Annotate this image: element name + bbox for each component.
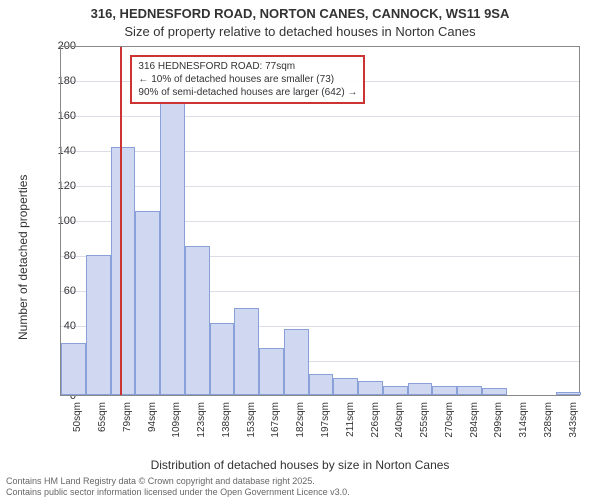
- histogram-bar: [358, 381, 383, 395]
- chart-title-address: 316, HEDNESFORD ROAD, NORTON CANES, CANN…: [0, 6, 600, 21]
- x-tick-label: 153sqm: [246, 402, 257, 462]
- histogram-bar: [309, 374, 334, 395]
- histogram-bar: [210, 323, 235, 395]
- histogram-bar: [111, 147, 136, 396]
- x-tick-label: 123sqm: [196, 402, 207, 462]
- callout-line-1: 316 HEDNESFORD ROAD: 77sqm: [138, 60, 357, 73]
- histogram-bar: [408, 383, 433, 395]
- property-marker-callout: 316 HEDNESFORD ROAD: 77sqm← 10% of detac…: [130, 55, 365, 104]
- x-tick-label: 79sqm: [122, 402, 133, 462]
- histogram-bar: [185, 246, 210, 395]
- x-tick-label: 255sqm: [419, 402, 430, 462]
- histogram-bar: [333, 378, 358, 396]
- callout-line-3: 90% of semi-detached houses are larger (…: [138, 86, 357, 99]
- histogram-bar: [135, 211, 160, 395]
- histogram-bar: [482, 388, 507, 395]
- x-tick-label: 182sqm: [295, 402, 306, 462]
- histogram-bar: [160, 101, 185, 395]
- x-tick-label: 328sqm: [543, 402, 554, 462]
- x-tick-label: 138sqm: [221, 402, 232, 462]
- histogram-bar: [383, 386, 408, 395]
- histogram-bar: [556, 392, 581, 396]
- histogram-bar: [234, 308, 259, 396]
- footer-attribution: Contains HM Land Registry data © Crown c…: [6, 476, 350, 498]
- x-tick-label: 50sqm: [72, 402, 83, 462]
- footer-line-1: Contains HM Land Registry data © Crown c…: [6, 476, 350, 487]
- callout-line-2: ← 10% of detached houses are smaller (73…: [138, 73, 357, 86]
- size-histogram-chart: 316, HEDNESFORD ROAD, NORTON CANES, CANN…: [0, 0, 600, 500]
- histogram-bar: [61, 343, 86, 396]
- x-tick-label: 270sqm: [444, 402, 455, 462]
- x-axis-label: Distribution of detached houses by size …: [0, 458, 600, 472]
- x-tick-label: 94sqm: [147, 402, 158, 462]
- x-tick-label: 314sqm: [518, 402, 529, 462]
- x-tick-label: 226sqm: [370, 402, 381, 462]
- x-tick-label: 197sqm: [320, 402, 331, 462]
- histogram-bar: [86, 255, 111, 395]
- footer-line-2: Contains public sector information licen…: [6, 487, 350, 498]
- histogram-bar: [284, 329, 309, 396]
- x-tick-label: 65sqm: [97, 402, 108, 462]
- x-tick-label: 211sqm: [345, 402, 356, 462]
- histogram-bar: [457, 386, 482, 395]
- y-axis-label: Number of detached properties: [16, 175, 30, 340]
- x-tick-label: 167sqm: [270, 402, 281, 462]
- x-tick-label: 240sqm: [394, 402, 405, 462]
- plot-area: 316 HEDNESFORD ROAD: 77sqm← 10% of detac…: [60, 46, 580, 396]
- property-marker-line: [120, 47, 122, 395]
- histogram-bar: [432, 386, 457, 395]
- x-tick-label: 343sqm: [568, 402, 579, 462]
- x-tick-label: 299sqm: [493, 402, 504, 462]
- x-tick-label: 284sqm: [469, 402, 480, 462]
- histogram-bar: [259, 348, 284, 395]
- x-tick-label: 109sqm: [171, 402, 182, 462]
- chart-title-desc: Size of property relative to detached ho…: [0, 24, 600, 39]
